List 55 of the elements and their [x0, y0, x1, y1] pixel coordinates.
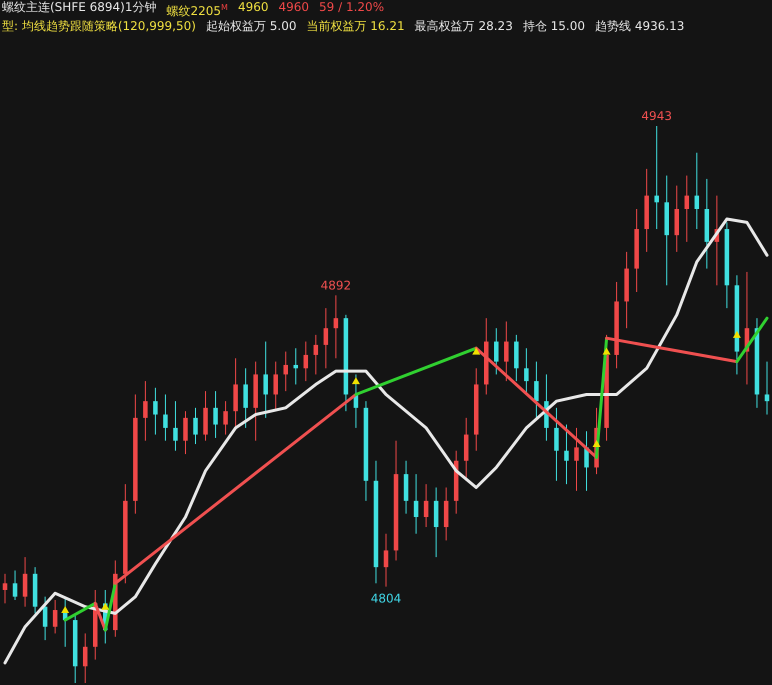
candlestick — [263, 341, 268, 418]
text: 起始权益万 5.00 — [206, 19, 296, 34]
candlestick — [193, 407, 198, 445]
text: 4960 — [278, 0, 310, 16]
candlestick — [153, 387, 158, 436]
point — [472, 348, 480, 355]
candlestick — [223, 400, 228, 436]
candlestick — [304, 341, 308, 382]
candlestick — [534, 361, 539, 418]
text: 型: 均线趋势跟随策略(120,999,50) — [2, 19, 196, 34]
candlestick — [2, 573, 8, 604]
candlestick — [334, 294, 338, 359]
candlestick — [384, 533, 388, 588]
candlestick — [654, 126, 659, 230]
candlestick — [22, 556, 28, 608]
candlestick — [324, 308, 328, 369]
point — [352, 377, 360, 384]
point — [602, 348, 611, 355]
chart-title: 螺纹主连(SHFE 6894)1分钟 — [2, 0, 156, 16]
candlestick — [564, 424, 569, 485]
candlestick — [52, 600, 58, 634]
candlestick — [163, 394, 168, 442]
candlestick — [424, 484, 428, 528]
text: 最高权益万 28.23 — [414, 19, 513, 34]
candlestick — [183, 410, 188, 455]
text: 持仓 15.00 — [522, 19, 585, 34]
candlestick — [294, 348, 298, 385]
point — [101, 602, 110, 610]
annotation: 4892 — [320, 278, 352, 292]
text: 59 / 1.20% — [319, 0, 384, 16]
candlestick — [524, 348, 529, 395]
candlestick — [213, 390, 218, 438]
candlestick — [82, 632, 88, 684]
candlestick — [684, 175, 690, 242]
annotation: 4943 — [641, 109, 672, 123]
candlestick — [173, 400, 178, 452]
candlestick — [764, 361, 770, 416]
point — [592, 440, 601, 448]
candlestick — [42, 596, 48, 641]
candlestick — [143, 380, 148, 442]
text: 当前权益万 16.21 — [306, 19, 405, 34]
point — [61, 606, 70, 614]
candlestick — [314, 334, 318, 375]
candlestick — [494, 328, 499, 375]
candlestick — [554, 407, 559, 482]
candlestick — [12, 570, 18, 601]
text: 趋势线 4936.13 — [595, 19, 684, 34]
text: 4960 — [238, 0, 268, 16]
annotation: 4804 — [370, 592, 402, 606]
candlestick — [694, 152, 700, 230]
point — [732, 330, 741, 338]
candlestick — [243, 368, 248, 428]
candlestick — [283, 351, 288, 392]
text: 螺纹2205$^{M}$ — [166, 2, 228, 19]
candlestick — [414, 474, 418, 534]
